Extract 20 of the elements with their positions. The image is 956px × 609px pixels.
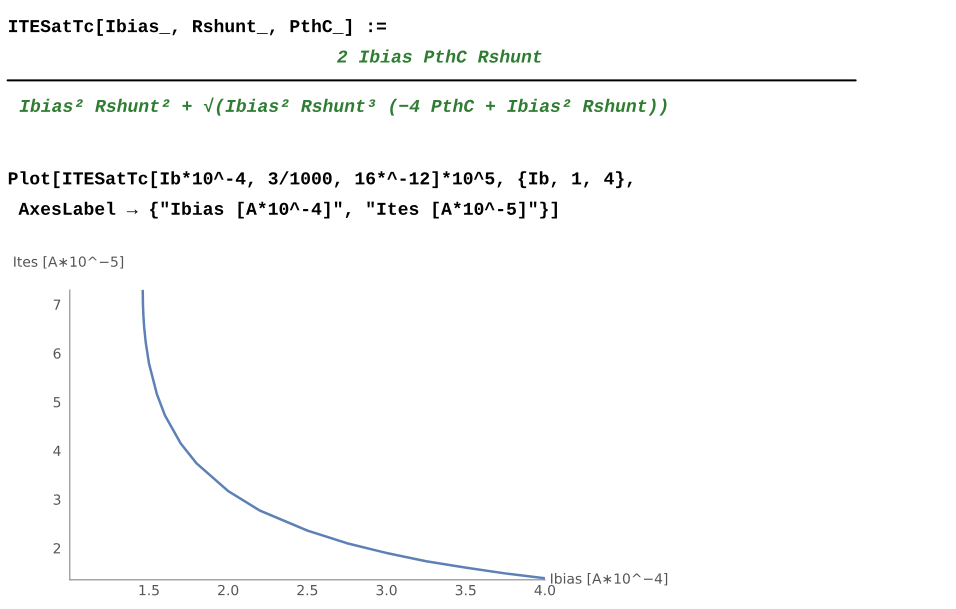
x-tick-label: 2.5 [297,584,318,596]
y-tick-label: 3 [54,494,60,505]
text: Ibias² Rshunt² + √(Ibias² Rshunt³ (−4 PthC + Ibias² Rshunt)) [20,98,666,116]
y-tick-label: 4 [53,446,61,456]
x-axis-title: Ibias [A∗10^−4] [551,573,668,586]
x-tick-label: 1.5 [139,585,159,596]
x-tick-label: 3.5 [456,584,476,596]
y-tick-label: 2 [54,543,60,554]
y-tick-label: 5 [54,397,60,408]
x-tick-label: 4.0 [534,584,556,596]
text: Plot[ITESatTc[Ib*10^-4, 3/1000, 16*^-12]*10^5, {Ib, 1, 4}, [8,171,632,188]
x-tick-label: 3.0 [376,584,397,596]
text: ITESatTc[Ibias_, Rshunt_, PthC_] := [9,18,386,36]
text: AxesLabel → {"Ibias [A*10^-4]", "Ites [A*10^-5]"}] [18,202,557,219]
text: 2 Ibias PthC Rshunt [336,49,542,63]
y-tick-label: 7 [54,300,60,310]
line-series [141,290,545,580]
y-tick-label: 6 [54,348,61,359]
y-axis-title: Ites [A∗10^−5] [14,256,124,269]
x-tick-label: 2.0 [218,584,238,596]
